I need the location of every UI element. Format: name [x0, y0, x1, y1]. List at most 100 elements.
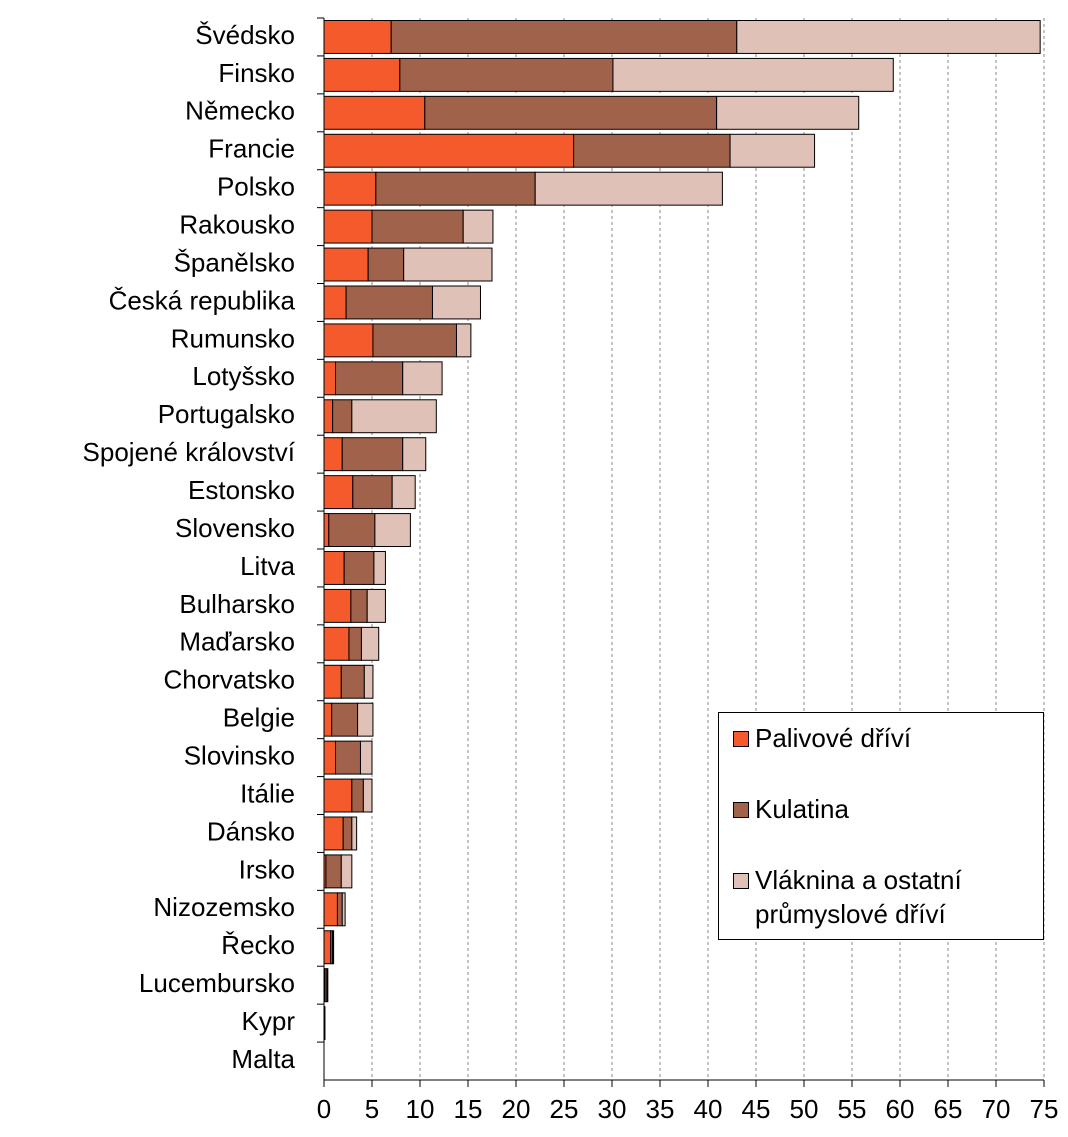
- y-tick-label: Chorvatsko: [164, 665, 296, 695]
- x-tick-label: 50: [790, 1094, 819, 1124]
- x-tick-label: 75: [1030, 1094, 1059, 1124]
- bar-segment: [323, 437, 343, 472]
- bar-segment: [374, 513, 411, 547]
- bar-segment: [323, 285, 347, 320]
- bar-segment: [360, 626, 380, 661]
- bar-segment: [328, 513, 376, 547]
- x-tick-label: 0: [317, 1094, 331, 1124]
- x-tick-label: 15: [454, 1094, 483, 1124]
- x-tick-label: 20: [502, 1094, 531, 1124]
- bar-segment: [403, 247, 493, 282]
- bar-segment: [729, 133, 816, 168]
- bar-segment: [455, 323, 472, 358]
- y-tick-label: Malta: [231, 1044, 295, 1074]
- y-tick-label: Polsko: [217, 172, 295, 202]
- bar-segment: [357, 702, 374, 737]
- bar-segment: [351, 399, 437, 434]
- bar-segment: [323, 702, 333, 737]
- bar-segment: [350, 588, 368, 623]
- bar-segment: [341, 892, 346, 927]
- y-tick-label: Dánsko: [207, 816, 295, 846]
- y-tick-label: Estonsko: [188, 475, 295, 505]
- bar-segment: [363, 664, 374, 699]
- bar-segment: [323, 740, 337, 775]
- x-tick-label: 45: [742, 1094, 771, 1124]
- bar-segment: [336, 892, 343, 927]
- y-tick-label: Spojené království: [83, 437, 296, 467]
- bar-segment: [716, 95, 860, 130]
- bar-segment: [323, 171, 377, 206]
- x-tick-label: 25: [550, 1094, 579, 1124]
- bar-segment: [351, 778, 364, 813]
- bar-segment: [366, 588, 386, 623]
- bar-segment: [391, 475, 416, 510]
- y-tick-label: Irsko: [239, 854, 295, 884]
- y-tick-label: Litva: [240, 551, 295, 581]
- y-tick-label: Řecko: [221, 930, 295, 960]
- x-tick-label: 10: [406, 1094, 435, 1124]
- bar-segment: [462, 209, 494, 244]
- bar-segment: [323, 892, 338, 927]
- y-tick-label: Lucembursko: [139, 968, 295, 998]
- legend-swatch: [733, 873, 749, 889]
- bar-segment: [323, 930, 332, 965]
- bar-segment: [323, 133, 575, 168]
- y-tick-label: Lotyšsko: [192, 361, 295, 391]
- y-tick-label: Portugalsko: [158, 399, 295, 429]
- bar-segment: [340, 664, 365, 699]
- bar-segment: [340, 854, 353, 889]
- bar-segment: [323, 588, 352, 623]
- bar-segment: [323, 551, 345, 585]
- x-tick-label: 70: [982, 1094, 1011, 1124]
- bar-segment: [348, 626, 362, 661]
- bar-segment: [399, 57, 614, 92]
- bar-segment: [573, 133, 731, 168]
- bar-segment: [373, 551, 386, 585]
- bar-segment: [323, 475, 354, 510]
- y-tick-label: Finsko: [218, 58, 295, 88]
- y-tick-label: Španělsko: [174, 247, 295, 277]
- bar-segment: [323, 247, 369, 282]
- legend-label: Palivové dříví: [755, 723, 912, 753]
- bar-segment: [367, 247, 405, 282]
- bar-segment: [323, 399, 334, 434]
- legend-item: Kulatina: [733, 792, 1033, 826]
- bar-segment: [323, 513, 330, 547]
- x-tick-label: 60: [886, 1094, 915, 1124]
- bar-segment: [323, 95, 426, 130]
- bar-segment: [323, 778, 353, 813]
- bar-segment: [431, 285, 481, 320]
- bar-segment: [351, 816, 358, 851]
- y-tick-label: Belgie: [223, 703, 295, 733]
- x-tick-label: 40: [694, 1094, 723, 1124]
- y-tick-label: Kypr: [242, 1006, 296, 1036]
- x-tick-label: 30: [598, 1094, 627, 1124]
- legend-swatch: [733, 802, 749, 818]
- y-tick-label: Česká republika: [109, 285, 296, 315]
- bar-segment: [534, 171, 723, 206]
- x-tick-label: 35: [646, 1094, 675, 1124]
- bar-segment: [342, 816, 353, 851]
- y-tick-label: Německo: [185, 96, 295, 126]
- bar-segment: [323, 361, 337, 396]
- bar-segment: [323, 20, 392, 54]
- x-tick-label: 5: [365, 1094, 379, 1124]
- bar-segment: [402, 361, 443, 396]
- bar-segment: [323, 664, 342, 699]
- bar-segment: [332, 930, 335, 965]
- bar-segment: [323, 816, 344, 851]
- bar-segment: [390, 20, 738, 54]
- y-tick-label: Bulharsko: [179, 589, 295, 619]
- bar-segment: [326, 968, 329, 1003]
- bar-segment: [331, 702, 359, 737]
- legend-item: Palivové dříví: [733, 721, 1033, 755]
- y-tick-label: Maďarsko: [179, 627, 295, 657]
- y-tick-label: Slovinsko: [184, 740, 295, 770]
- bar-segment: [332, 399, 353, 434]
- bar-segment: [402, 437, 427, 472]
- bar-segment: [323, 323, 374, 358]
- y-tick-label: Švédsko: [195, 20, 295, 50]
- legend: Palivové dříví Kulatina Vláknina a ostatní…: [718, 712, 1044, 940]
